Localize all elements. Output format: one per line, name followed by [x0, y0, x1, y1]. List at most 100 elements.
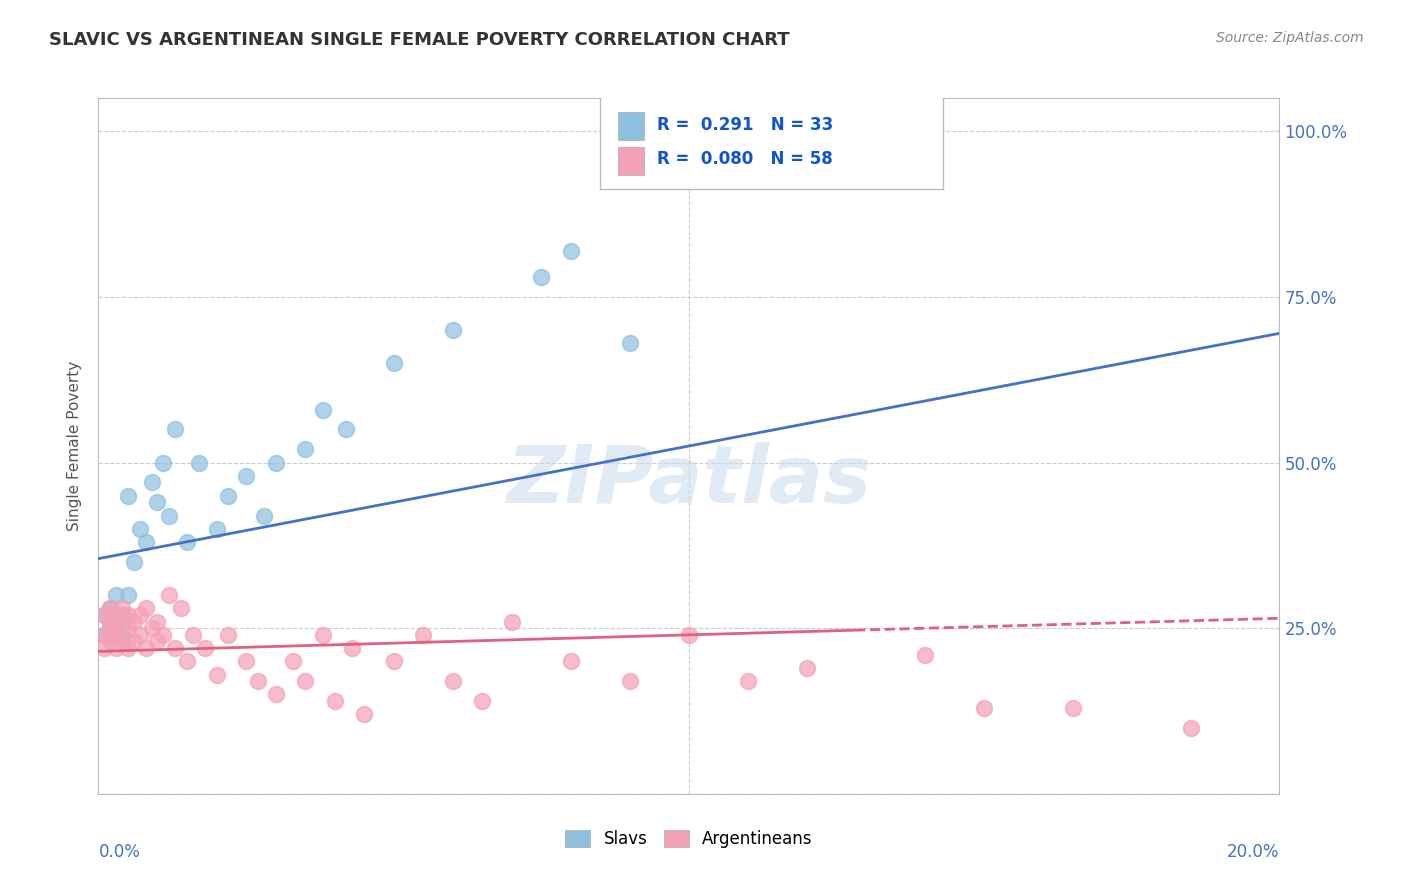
Point — [335, 422, 357, 436]
Point — [157, 508, 180, 523]
Point — [117, 641, 139, 656]
Point — [530, 270, 553, 285]
Point — [128, 628, 150, 642]
Legend: Slavs, Argentineans: Slavs, Argentineans — [558, 823, 820, 855]
Point — [93, 641, 115, 656]
Point — [170, 601, 193, 615]
Point — [111, 615, 134, 629]
Point — [235, 654, 257, 668]
Point — [122, 555, 145, 569]
Point — [135, 641, 157, 656]
Point — [117, 607, 139, 622]
Point — [98, 615, 121, 629]
Point — [141, 621, 163, 635]
Point — [796, 661, 818, 675]
Point — [1062, 700, 1084, 714]
Point — [412, 628, 434, 642]
Point — [105, 607, 128, 622]
Point — [105, 641, 128, 656]
Y-axis label: Single Female Poverty: Single Female Poverty — [67, 361, 83, 531]
Point — [1180, 721, 1202, 735]
Text: Source: ZipAtlas.com: Source: ZipAtlas.com — [1216, 31, 1364, 45]
Point — [294, 674, 316, 689]
Point — [122, 615, 145, 629]
Point — [235, 468, 257, 483]
Point — [194, 641, 217, 656]
Point — [128, 522, 150, 536]
Point — [146, 495, 169, 509]
Point — [98, 601, 121, 615]
Point — [165, 641, 187, 656]
Point — [737, 674, 759, 689]
Point — [264, 456, 287, 470]
Point — [678, 628, 700, 642]
Point — [93, 607, 115, 622]
Point — [152, 628, 174, 642]
Point — [217, 489, 239, 503]
Point — [205, 522, 228, 536]
Point — [914, 648, 936, 662]
Point — [93, 628, 115, 642]
Point — [283, 654, 305, 668]
Point — [93, 628, 115, 642]
Point — [165, 422, 187, 436]
Text: ZIPatlas: ZIPatlas — [506, 442, 872, 520]
Point — [382, 654, 405, 668]
Point — [441, 674, 464, 689]
Point — [294, 442, 316, 457]
Point — [152, 456, 174, 470]
Point — [323, 694, 346, 708]
Point — [105, 628, 128, 642]
Text: 0.0%: 0.0% — [98, 843, 141, 861]
Point — [135, 535, 157, 549]
Point — [111, 634, 134, 648]
Text: R =  0.291   N = 33: R = 0.291 N = 33 — [657, 116, 834, 134]
Point — [312, 628, 335, 642]
Point — [181, 628, 204, 642]
Point — [246, 674, 269, 689]
Point — [217, 628, 239, 642]
Point — [342, 641, 364, 656]
Point — [128, 607, 150, 622]
Point — [441, 323, 464, 337]
Point — [560, 654, 582, 668]
Point — [98, 621, 121, 635]
Point — [135, 601, 157, 615]
Point — [353, 707, 375, 722]
Point — [471, 694, 494, 708]
Point — [619, 336, 641, 351]
FancyBboxPatch shape — [600, 95, 943, 188]
Point — [253, 508, 276, 523]
Text: R =  0.080   N = 58: R = 0.080 N = 58 — [657, 151, 832, 169]
Point — [93, 607, 115, 622]
Point — [111, 601, 134, 615]
Point — [146, 634, 169, 648]
Point — [105, 588, 128, 602]
Point — [117, 489, 139, 503]
Point — [382, 356, 405, 370]
Point — [973, 700, 995, 714]
Point — [122, 634, 145, 648]
Point — [98, 601, 121, 615]
Point — [141, 475, 163, 490]
Point — [146, 615, 169, 629]
Point — [111, 607, 134, 622]
Point — [117, 588, 139, 602]
Point — [105, 621, 128, 635]
Bar — [619, 112, 644, 140]
Point — [111, 628, 134, 642]
Point — [560, 244, 582, 258]
Point — [157, 588, 180, 602]
Point — [176, 654, 198, 668]
Text: 20.0%: 20.0% — [1227, 843, 1279, 861]
Point — [312, 402, 335, 417]
Point — [98, 634, 121, 648]
Bar — [619, 147, 644, 175]
Point — [501, 615, 523, 629]
Point — [205, 667, 228, 681]
Point — [176, 535, 198, 549]
Point — [264, 688, 287, 702]
Point — [105, 615, 128, 629]
Point — [187, 456, 209, 470]
Point — [98, 621, 121, 635]
